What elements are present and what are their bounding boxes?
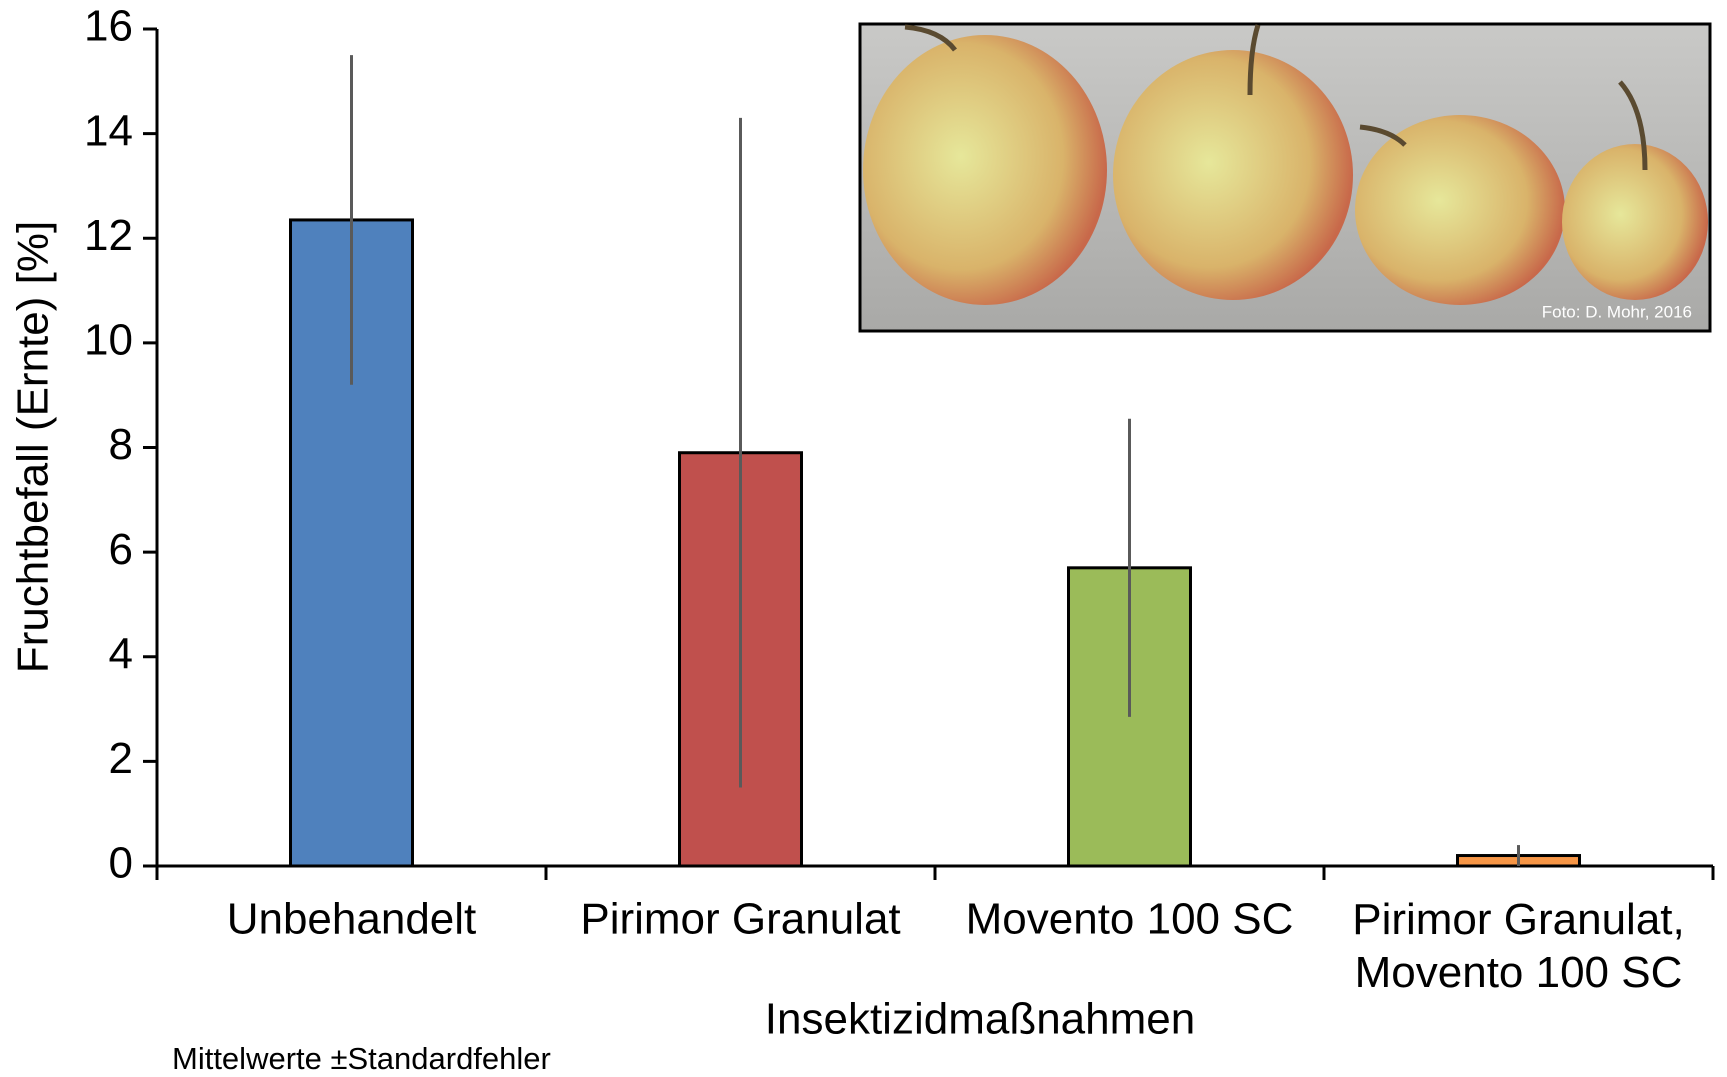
x-tick-label: Pirimor Granulat <box>580 895 900 944</box>
x-tick-label: Unbehandelt <box>227 895 477 944</box>
y-tick-label: 2 <box>109 734 133 783</box>
x-tick-label: Pirimor Granulat, Movento 100 SC <box>1352 895 1685 997</box>
y-axis-label: Fruchtbefall (Ernte) [%] <box>9 221 58 673</box>
note: Mittelwerte ±Standardfehler <box>172 1041 551 1076</box>
y-tick-label: 0 <box>109 839 133 888</box>
photo-credit: Foto: D. Mohr, 2016 <box>1542 302 1692 321</box>
y-tick-label: 10 <box>84 316 133 365</box>
y-tick-label: 14 <box>84 106 133 155</box>
y-tick-label: 4 <box>109 629 133 678</box>
photo: Foto: D. Mohr, 2016 <box>858 22 1712 333</box>
y-tick-label: 6 <box>109 525 133 574</box>
y-tick-label: 16 <box>84 2 133 51</box>
x-axis-label: Insektizidmaßnahmen <box>765 995 1195 1044</box>
x-tick-label: Movento 100 SC <box>966 895 1294 944</box>
y-tick-label: 8 <box>109 420 133 469</box>
y-tick-label: 12 <box>84 211 133 260</box>
